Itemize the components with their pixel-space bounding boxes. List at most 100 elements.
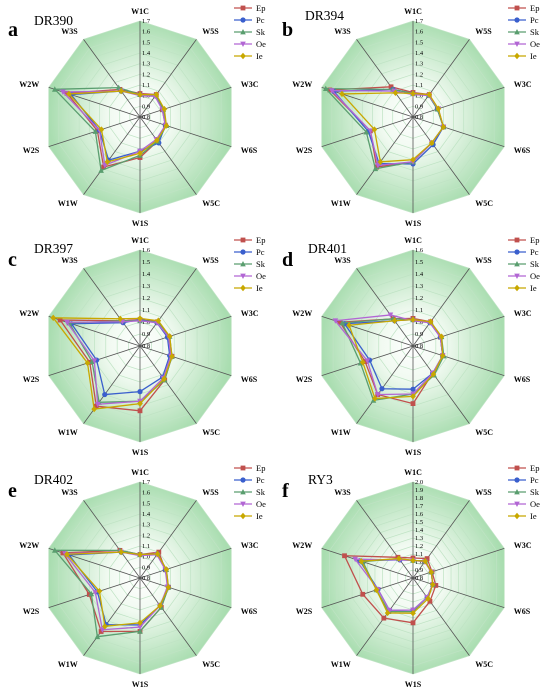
legend-marker <box>240 237 246 243</box>
tick-label: 0.9 <box>142 331 150 338</box>
data-point-ie <box>425 595 431 602</box>
radar-panel-d: 0.8 0.9 1.0 1.1 1.2 1.3 1.4 1.5 1.6 W1C W5S W3C W6S W… <box>282 235 540 457</box>
legend-label: Ep <box>256 463 265 473</box>
data-point-oe <box>367 128 374 134</box>
axis-label: W3S <box>334 488 351 497</box>
legend-label: Oe <box>530 271 540 281</box>
axis-label: W6S <box>514 146 531 155</box>
data-point-ep <box>137 408 143 414</box>
axis-label: W2W <box>292 80 312 89</box>
legend-label: Sk <box>530 487 540 497</box>
tick-label: 1.2 <box>142 532 150 539</box>
axis-spoke <box>412 39 470 118</box>
legend-marker <box>514 29 520 35</box>
axis-spoke <box>412 315 505 347</box>
legend-label: Sk <box>530 27 540 37</box>
axis-label: W2S <box>296 146 313 155</box>
data-point-sk <box>339 320 346 326</box>
data-point-oe <box>60 89 66 95</box>
axis-label: W6S <box>514 607 531 616</box>
axis-label: W1W <box>58 660 78 669</box>
axis-spoke <box>412 86 505 118</box>
axis-spoke <box>139 345 232 377</box>
legend-marker <box>514 249 520 255</box>
data-point-sk <box>115 84 122 91</box>
data-point-ie <box>429 139 435 147</box>
axis-label: W1C <box>131 468 149 477</box>
axis-spoke <box>83 39 141 118</box>
legend-label: Oe <box>530 39 540 49</box>
panel-letter: f <box>282 480 289 502</box>
axis-spoke <box>139 39 197 118</box>
axis-spoke <box>412 345 505 377</box>
axis-label: W3S <box>61 27 78 36</box>
axis-spoke <box>412 500 470 579</box>
axis-label: W5S <box>202 256 219 265</box>
tick-label: 0.8 <box>415 343 423 350</box>
data-point-ie <box>98 126 105 133</box>
tick-label: 1.3 <box>415 283 423 290</box>
axis-label: W3C <box>514 309 532 318</box>
data-point-ie <box>137 551 143 558</box>
axis-spoke <box>412 547 505 579</box>
data-point-ie <box>118 548 124 556</box>
data-point-ie <box>359 359 366 366</box>
tick-label: 1.1 <box>142 543 150 550</box>
legend-marker <box>514 465 520 471</box>
axis-spoke <box>83 116 141 195</box>
data-point-ie <box>373 586 380 594</box>
axis-label: W5C <box>202 428 220 437</box>
legend-marker <box>514 17 520 23</box>
data-point-ie <box>66 90 72 98</box>
tick-label: 1.6 <box>142 490 151 497</box>
data-point-pc <box>102 391 108 398</box>
data-point-ep <box>410 620 416 626</box>
axis-label: W2S <box>23 607 40 616</box>
data-point-ie <box>410 610 416 617</box>
tick-label: 1.6 <box>142 247 151 254</box>
axis-label: W1C <box>404 7 422 16</box>
panel-title: DR394 <box>305 8 344 23</box>
panel-letter: b <box>282 19 293 41</box>
data-point-ie <box>422 557 429 565</box>
tick-label: 1.6 <box>415 247 424 254</box>
data-point-ie <box>96 587 103 595</box>
axis-label: W6S <box>241 146 258 155</box>
legend-marker <box>514 52 520 60</box>
tick-label: 1.4 <box>415 271 424 278</box>
axis-spoke <box>321 577 414 609</box>
data-point-oe <box>64 319 70 326</box>
data-point-ie <box>137 91 143 98</box>
legend: Ep Pc Sk Oe Ie <box>508 463 540 521</box>
tick-label: 1.6 <box>415 511 424 518</box>
tick-label: 0.8 <box>142 114 150 121</box>
axis-spoke <box>321 547 414 579</box>
legend-marker <box>240 284 246 292</box>
data-point-ie <box>137 619 143 626</box>
data-point-ep <box>86 592 92 597</box>
data-point-ie <box>391 317 398 324</box>
axis-label: W2W <box>19 541 39 550</box>
data-point-oe <box>364 358 371 364</box>
data-point-ie <box>154 137 160 144</box>
data-point-ep <box>424 556 430 561</box>
legend: Ep Pc Sk Oe Ie <box>508 3 540 61</box>
data-point-ie <box>161 375 167 383</box>
axis-label: W5C <box>202 660 220 669</box>
panel-title: DR397 <box>34 241 73 256</box>
axis-label: W5C <box>475 660 493 669</box>
tick-label: 1.2 <box>415 71 423 78</box>
legend-marker <box>514 41 520 47</box>
axis-spoke <box>412 268 470 347</box>
data-point-ep <box>381 615 387 621</box>
data-point-ie <box>438 333 445 340</box>
legend-label: Sk <box>256 487 266 497</box>
axis-spoke <box>139 577 232 609</box>
legend-marker <box>514 489 520 495</box>
tick-label: 1.1 <box>415 551 423 558</box>
tick-label: 1.7 <box>142 479 151 486</box>
data-point-ie <box>91 405 97 413</box>
legend-label: Sk <box>256 259 266 269</box>
axis-label: W1C <box>131 236 149 245</box>
legend-marker <box>514 273 520 279</box>
